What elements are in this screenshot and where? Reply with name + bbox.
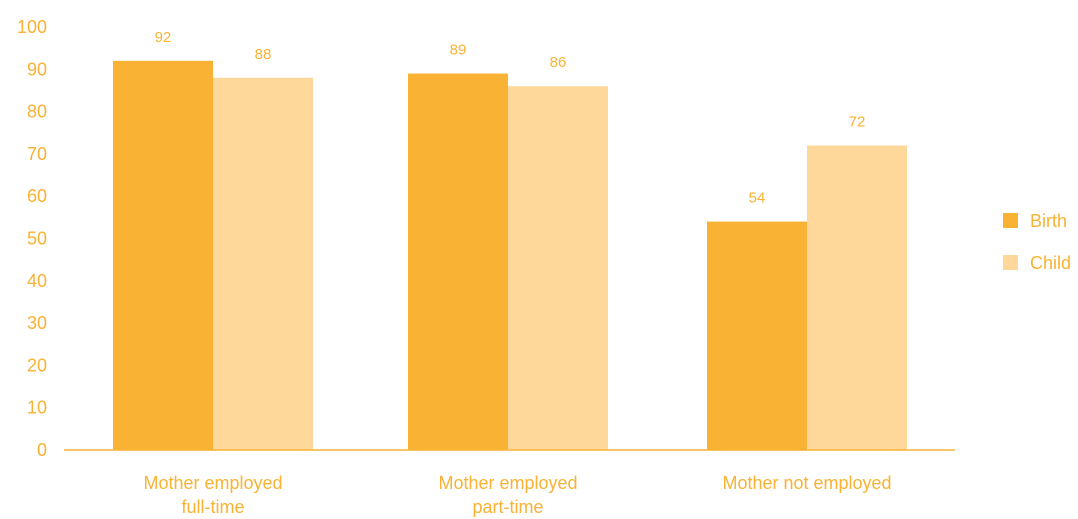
y-tick-label: 90 bbox=[27, 59, 47, 79]
y-tick-label: 60 bbox=[27, 186, 47, 206]
y-tick-label: 20 bbox=[27, 355, 47, 375]
data-label: 92 bbox=[155, 29, 172, 46]
category-label-line: Mother not employed bbox=[722, 473, 891, 493]
category-label-line: Mother employed bbox=[438, 473, 577, 493]
bar-birth bbox=[113, 60, 213, 451]
y-tick-label: 0 bbox=[37, 440, 47, 460]
y-tick-label: 10 bbox=[27, 398, 47, 418]
category-label: Mother employed full-time bbox=[143, 473, 282, 517]
y-tick-label: 100 bbox=[17, 17, 47, 37]
y-tick-label: 70 bbox=[27, 144, 47, 164]
category-label-line: full-time bbox=[181, 497, 244, 517]
data-label: 54 bbox=[749, 190, 766, 207]
bar-birth bbox=[408, 73, 508, 450]
y-tick-label: 40 bbox=[27, 271, 47, 291]
legend-label-birth: Birth bbox=[1030, 211, 1067, 231]
category-label: Mother employed part-time bbox=[438, 473, 577, 517]
bar-child bbox=[508, 86, 608, 450]
bar-child bbox=[807, 145, 907, 450]
data-label: 86 bbox=[550, 54, 567, 71]
legend-swatch-child bbox=[1003, 255, 1018, 270]
bar-birth bbox=[707, 221, 807, 450]
category-label-line: part-time bbox=[472, 497, 543, 517]
data-label: 72 bbox=[849, 113, 866, 130]
y-tick-label: 80 bbox=[27, 102, 47, 122]
category-label: Mother not employed bbox=[722, 473, 891, 493]
bar-child bbox=[213, 77, 313, 450]
data-label: 88 bbox=[255, 46, 272, 63]
legend-swatch-birth bbox=[1003, 213, 1018, 228]
category-label-line: Mother employed bbox=[143, 473, 282, 493]
data-label: 89 bbox=[450, 42, 467, 59]
y-tick-label: 50 bbox=[27, 229, 47, 249]
y-tick-label: 30 bbox=[27, 313, 47, 333]
legend-label-child: Child bbox=[1030, 253, 1071, 273]
